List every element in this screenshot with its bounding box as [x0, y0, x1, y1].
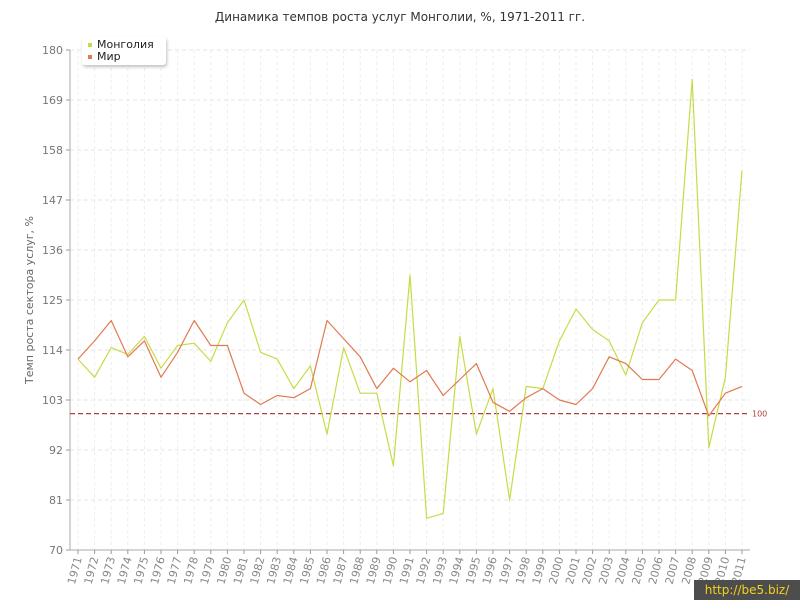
series-line-mongolia	[77, 78, 743, 519]
chart-title: Динамика темпов роста услуг Монголии, %,…	[214, 10, 586, 24]
y-tick-label: 92	[49, 444, 63, 457]
axes	[66, 49, 750, 554]
legend-label-mongolia: Монголия	[97, 38, 154, 51]
grid	[70, 49, 750, 551]
y-tick-label: 114	[42, 344, 63, 357]
y-tick-labels: 70 81 92 103 114 125 136 147 158 169 180	[42, 44, 63, 557]
y-tick-label: 136	[42, 244, 63, 257]
legend-item-mongolia[interactable]: Монголия	[88, 38, 154, 51]
legend: Монголия Мир	[82, 37, 166, 65]
y-tick-label: 81	[49, 494, 63, 507]
legend-item-world[interactable]: Мир	[88, 50, 121, 63]
reference-line-group: 100	[70, 410, 767, 419]
legend-label-world: Мир	[97, 50, 121, 63]
y-tick-label: 103	[42, 394, 63, 407]
legend-swatch-mongolia	[88, 42, 92, 47]
x-tick-labels: 1971197219731974197519761977197819791980…	[65, 555, 749, 585]
y-tick-label: 158	[42, 144, 63, 157]
legend-swatch-world	[88, 54, 92, 59]
y-axis-label: Темп роста сектора услуг, %	[23, 216, 36, 385]
y-tick-label: 70	[49, 544, 63, 557]
watermark-link[interactable]: http://be5.biz/	[694, 580, 800, 600]
series-line-world	[77, 319, 743, 417]
y-tick-label: 180	[42, 44, 63, 57]
y-tick-label: 169	[42, 94, 63, 107]
reference-line-label: 100	[752, 410, 767, 419]
series-lines	[77, 78, 743, 519]
y-tick-label: 147	[42, 194, 63, 207]
y-tick-label: 125	[42, 294, 63, 307]
